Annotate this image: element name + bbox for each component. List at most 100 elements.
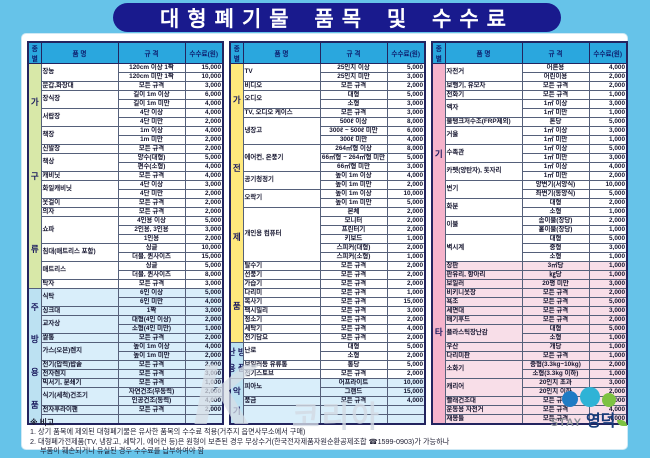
- spec-cell: 중형: [521, 243, 590, 253]
- logo-place-text: 영덕: [585, 413, 616, 430]
- fee-cell: 2,000: [386, 243, 426, 253]
- fee-cell: 2,000: [184, 315, 224, 325]
- item-name-cell: 선풍기: [242, 270, 321, 280]
- fee-cell: 1,000: [588, 342, 628, 352]
- table-row: 우산 개당 1,000: [432, 342, 628, 352]
- table-row: 청소기 모든 규격 2,000: [230, 315, 426, 325]
- fee-cell: 6,000: [184, 90, 224, 100]
- spec-cell: 20평 미만: [521, 279, 590, 289]
- spec-cell: 소형: [319, 99, 388, 109]
- table-row: 매트리스 싱글 5,000: [28, 261, 224, 280]
- spec-cell: 모든 규격: [521, 351, 590, 361]
- column-header: 규 격: [117, 41, 186, 64]
- table-row: 보일러 20평 미만 3,000: [432, 279, 628, 289]
- item-name-cell: 이불: [444, 216, 523, 235]
- spec-cell: 1m 미만: [117, 135, 186, 145]
- spec-cell: 높이 1m 미만: [117, 351, 186, 361]
- spec-cell: 중형(3.3kg~10kg): [521, 360, 590, 370]
- fee-cell: 5,000: [588, 117, 628, 127]
- table-row: 냉장고 500ℓ 이상 8,000: [230, 117, 426, 145]
- fee-cell: 2,000: [588, 198, 628, 208]
- watermark-brand-text: 코리아: [292, 401, 381, 434]
- table-row: 식기(세척)건조기 자연건조(무동력) 2,000: [28, 387, 224, 406]
- spec-cell: 키보드: [319, 234, 388, 244]
- spec-cell: 66㎡형 ~ 264㎡형 미만: [319, 153, 388, 163]
- spec-cell: 높이 1m 이상: [319, 189, 388, 199]
- item-name-cell: 플라스틱장난감: [444, 324, 523, 343]
- section-label: 난 방용 품: [229, 342, 244, 379]
- spec-cell: 1m 이상: [117, 126, 186, 136]
- item-name-cell: 전자렌지: [40, 369, 119, 379]
- fee-cell: 1,000: [588, 90, 628, 100]
- fee-cell: 5,000: [588, 189, 628, 199]
- item-name-cell: 전화기: [444, 90, 523, 100]
- table-row: 신발장 모든 규격 2,000: [28, 144, 224, 154]
- item-name-cell: 소화기: [444, 360, 523, 379]
- column-header: 종 별: [431, 41, 446, 64]
- fee-cell: 3,000: [386, 99, 426, 109]
- fee-cell: 4,000: [386, 396, 426, 406]
- item-name-cell: 피아노: [242, 378, 321, 397]
- table-row: 장판 3㎡당 1,000: [432, 261, 628, 271]
- item-name-cell: 장식장: [40, 90, 119, 109]
- item-name-cell: 침대(매트리스 포함): [40, 243, 119, 262]
- remark-line: 부품이 훼손되거나 유실된 경우 수수료를 납부하여야 함: [40, 446, 205, 456]
- column-header: 종 별: [229, 41, 244, 64]
- remark-line: 2. 대형폐가전제품(TV, 냉장고, 세탁기, 에어컨 등)은 원형이 보존된…: [30, 436, 450, 446]
- spec-cell: 모든 규격: [117, 405, 186, 415]
- fee-cell: 3,000: [184, 306, 224, 316]
- fee-cell: 10,000: [386, 189, 426, 199]
- table-row: 보행기, 유모차 모든 규격 2,000: [432, 81, 628, 91]
- spec-cell: 4단 이상: [117, 180, 186, 190]
- fee-cell: 2,000: [184, 234, 224, 244]
- item-name-cell: 탈수기: [242, 261, 321, 271]
- column-header: 수수료(원): [588, 41, 628, 64]
- spec-cell: 모든 규격: [319, 288, 388, 298]
- spec-cell: 길이 1m 미만: [117, 99, 186, 109]
- fee-cell: 2,000: [588, 315, 628, 325]
- fee-cell: 8,000: [386, 117, 426, 127]
- item-name-cell: 오디오: [242, 90, 321, 109]
- table-row: 침대(매트리스 포함) 싱글 10,000: [28, 243, 224, 262]
- spec-cell: 대형: [521, 198, 590, 208]
- spec-cell: 모든 규격: [319, 261, 388, 271]
- fee-cell: 3,000: [588, 99, 628, 109]
- table-row: [28, 414, 224, 425]
- fee-cell: 1,000: [386, 234, 426, 244]
- fee-cell: 15,000: [386, 387, 426, 397]
- table-row: 교자상 대형(4인 이상) 2,000: [28, 315, 224, 334]
- table-row: 운동용 자전거 모든 규격 4,000: [432, 405, 628, 415]
- spec-cell: 더블, 퀸사이즈: [117, 270, 186, 280]
- table-row: 가 전 제 품 TV 25인치 이상 5,000: [229, 63, 426, 343]
- table-row: 오락기 높이 1m 이상 10,000: [230, 189, 426, 208]
- item-name-cell: 책상: [40, 153, 119, 172]
- spec-cell: 300ℓ ~ 500ℓ 미만: [319, 126, 388, 136]
- fee-cell: 2,000: [386, 81, 426, 91]
- fee-cell: 1,000: [386, 288, 426, 298]
- fee-cell: 2,000: [386, 270, 426, 280]
- item-name-cell: 보행기, 유모차: [444, 81, 523, 91]
- spec-cell: 모든 규격: [521, 288, 590, 298]
- fee-cell: 15,000: [386, 297, 426, 307]
- item-name-cell: 전기(압력)밥솥: [40, 360, 119, 370]
- spec-cell: 자연건조(무동력): [117, 387, 186, 397]
- spec-cell: 25인치 미만: [319, 72, 388, 82]
- fee-cell: 5,000: [184, 153, 224, 163]
- stay-yeongdeok-logo: STAY 영덕: [545, 381, 633, 431]
- spec-cell: 모든 규격: [521, 81, 590, 91]
- table-row: 보일러등 유류통 통당 5,000: [230, 360, 426, 370]
- column-header: 품 명: [444, 41, 523, 64]
- item-name-cell: 세탁기: [242, 324, 321, 334]
- table-row: 에어컨, 온풍기 264㎡형 이상 8,000: [230, 144, 426, 172]
- fee-cell: 2,000: [386, 369, 426, 379]
- item-name-cell: 벽시계: [444, 234, 523, 262]
- spec-cell: 1㎡ 미만: [521, 153, 590, 163]
- table-row: 옷걸이 모든 규격 2,000: [28, 198, 224, 208]
- item-name-cell: 식기(세척)건조기: [40, 387, 119, 406]
- fee-cell: 4,000: [588, 162, 628, 172]
- spec-cell: 264㎡형 이상: [319, 144, 388, 154]
- watermark-k-icon: K: [193, 347, 256, 443]
